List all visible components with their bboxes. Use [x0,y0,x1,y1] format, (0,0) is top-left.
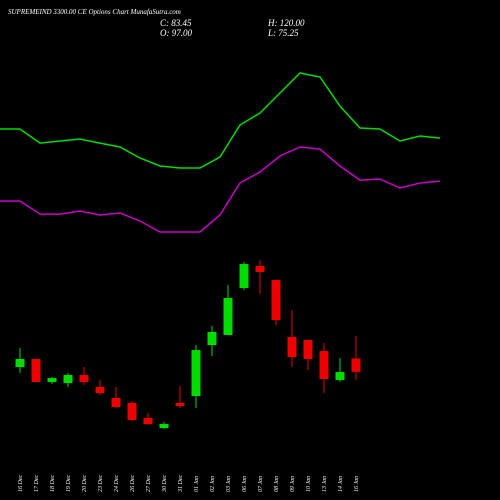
candle-body [127,402,137,420]
candle-body [159,423,169,429]
candle-body [15,358,25,368]
x-tick-label: 31 Dec [178,475,184,493]
indicator-line [0,72,441,169]
x-tick-label: 18 Dec [50,475,56,492]
candle-body [47,378,57,382]
chart-title: SUPREMEIND 3300.00 CE Options Chart Muna… [8,8,181,16]
x-tick-label: 03 Jan [226,476,232,492]
candle-body [191,350,201,397]
x-tick-label: 06 Jan [242,476,248,492]
x-tick-label: 26 Dec [130,475,136,492]
candle-body [335,372,345,381]
x-tick-label: 09 Jan [290,476,296,492]
candle-body [223,298,233,336]
ohlc-label: L: 75.25 [267,28,299,38]
candle-body [239,264,249,288]
candle-body [175,402,185,407]
x-tick-label: 27 Dec [146,475,152,492]
candle-body [319,351,329,380]
candle-body [303,340,313,359]
candle-body [255,266,265,272]
indicator-line [0,146,441,233]
x-tick-label: 23 Dec [98,475,104,492]
x-tick-label: 07 Jan [258,476,264,492]
x-tick-label: 30 Dec [162,475,168,493]
candle-body [63,374,73,384]
x-tick-label: 24 Dec [113,475,120,492]
ohlc-label: O: 97.00 [160,28,192,38]
x-tick-label: 20 Dec [82,475,88,492]
x-tick-label: 08 Jan [274,476,280,492]
candle-body [287,336,297,358]
x-tick-label: 16 Jan [354,476,360,492]
candle-body [79,374,89,382]
candle-body [351,358,361,372]
x-tick-label: 02 Jan [210,476,216,492]
x-tick-label: 01 Jan [194,476,200,492]
candle-body [31,358,41,382]
x-tick-label: 13 Jan [322,476,328,492]
candle-body [271,280,281,321]
candle-body [207,331,217,346]
ohlc-label: C: 83.45 [160,18,192,28]
x-tick-label: 14 Jan [337,476,344,492]
x-tick-label: 19 Dec [66,475,72,492]
candle-body [95,386,105,393]
candle-body [143,418,153,424]
x-tick-label: 10 Jan [306,476,312,492]
ohlc-label: H: 120.00 [267,18,305,28]
x-tick-label: 17 Dec [34,475,40,492]
candle-body [111,397,121,408]
x-tick-label: 16 Dec [18,475,24,492]
